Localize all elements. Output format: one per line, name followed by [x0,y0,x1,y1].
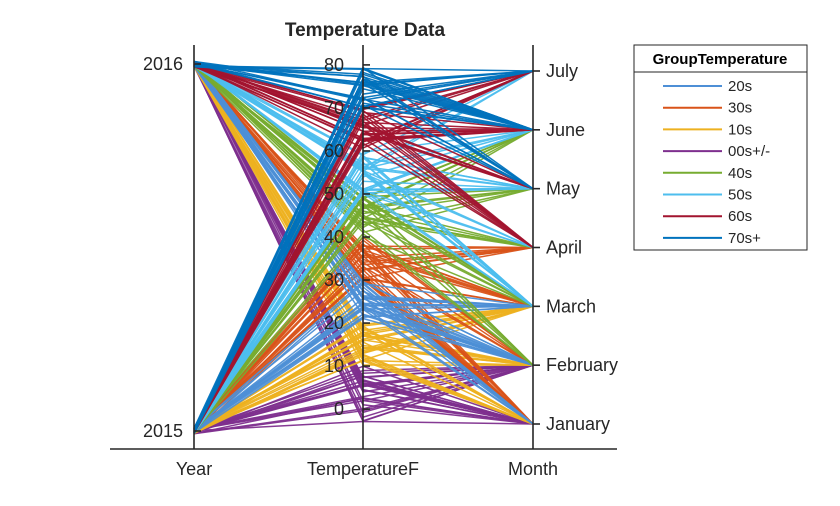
legend-entries: 20s 30s 10s 00s+/- 40s 50s 60s 70s+ [663,78,770,247]
legend-label-40s: 40s [728,165,752,182]
legend-label-20s: 20s [728,78,752,95]
month-tick-label: April [546,238,582,258]
legend-label-70s+: 70s+ [728,230,761,247]
month-tick-label: February [546,355,618,375]
axis-name-month: Month [508,459,558,479]
month-tick-label: June [546,120,585,140]
month-tick-label: July [546,61,578,81]
temperature-tick-label: 80 [324,55,344,75]
legend: GroupTemperature 20s 30s 10s 00s+/- 40s 50s 60… [633,44,808,251]
year-tick-label: 2015 [143,421,183,441]
month-tick-label: May [546,179,580,199]
year-tick-label: 2016 [143,54,183,74]
legend-label-60s: 60s [728,208,752,225]
temperature-tick-label: 10 [324,356,344,376]
legend-box [633,44,808,251]
legend-label-50s: 50s [728,187,752,204]
axis-name-year: Year [176,459,212,479]
legend-label-30s: 30s [728,100,752,117]
chart-title: Temperature Data [285,20,446,41]
axis-name-temperature: TemperatureF [307,459,419,479]
temperature-tick-label: 60 [324,141,344,161]
temperature-tick-label: 0 [334,399,344,419]
temperature-tick-label: 20 [324,313,344,333]
temperature-tick-label: 30 [324,270,344,290]
temperature-tick-label: 50 [324,184,344,204]
legend-label-00s+/-: 00s+/- [728,143,770,160]
legend-label-10s: 10s [728,121,752,138]
temperature-tick-label: 70 [324,98,344,118]
legend-title: GroupTemperature [653,51,788,68]
axis-ticks: 2015 2016 0 10 20 30 40 50 60 70 80 January February… [143,54,618,441]
month-tick-label: January [546,414,610,434]
temperature-tick-label: 40 [324,227,344,247]
month-tick-label: March [546,296,596,316]
